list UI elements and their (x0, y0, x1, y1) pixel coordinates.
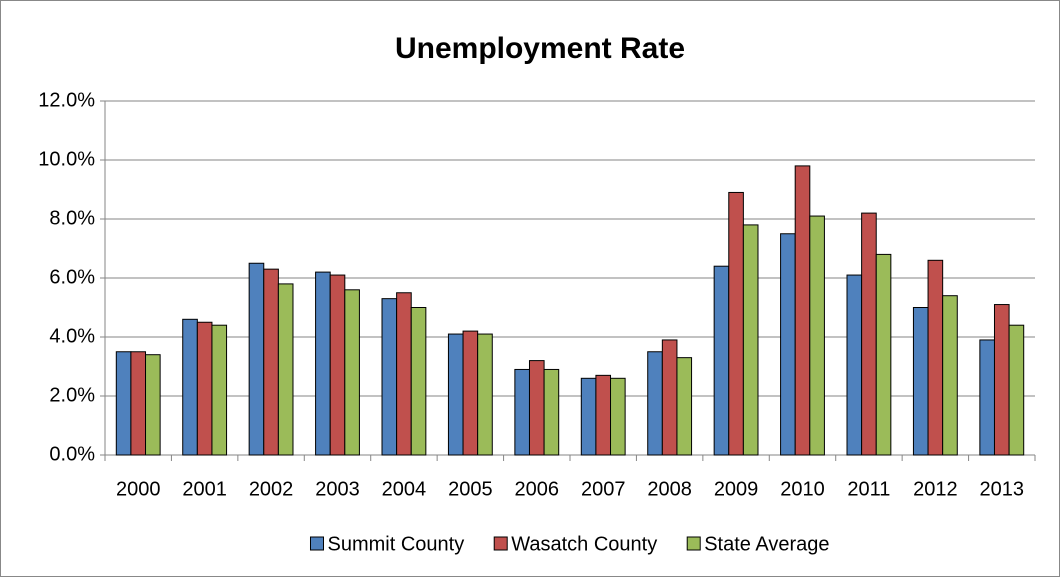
bar (115, 351, 132, 456)
bar (794, 165, 811, 456)
bar (196, 321, 213, 456)
bar (543, 368, 560, 456)
bar (993, 304, 1010, 456)
y-tick-label: 2.0% (49, 384, 95, 406)
bar (410, 307, 427, 456)
x-tick-label: 2012 (913, 478, 958, 500)
bar (528, 360, 545, 456)
y-tick-label: 8.0% (49, 207, 95, 229)
bar (728, 191, 744, 456)
x-tick-label: 2010 (780, 478, 825, 500)
legend-label: State Average (704, 533, 829, 555)
x-tick-label: 2006 (515, 478, 560, 500)
bar (145, 354, 161, 456)
x-tick-label: 2005 (448, 478, 493, 500)
bar (912, 307, 929, 456)
bar (477, 333, 493, 456)
bar (462, 330, 479, 456)
bar (809, 215, 825, 456)
bar (277, 283, 294, 456)
bar (211, 324, 228, 456)
bar (580, 377, 597, 456)
x-tick-label: 2008 (647, 478, 692, 500)
x-tick-label: 2003 (315, 478, 360, 500)
legend-swatch (309, 536, 324, 551)
bar (661, 339, 678, 456)
bar (861, 212, 877, 456)
x-tick-label: 2011 (847, 478, 890, 500)
bar (927, 259, 944, 456)
legend-label: Wasatch County (511, 533, 657, 555)
y-tick-label: 4.0% (49, 325, 95, 347)
x-tick-label: 2000 (116, 478, 161, 500)
x-tick-label: 2013 (980, 478, 1025, 500)
bar (447, 333, 464, 456)
chart-title: Unemployment Rate (395, 32, 685, 65)
bar (381, 298, 398, 456)
bar (647, 351, 663, 456)
bar (979, 339, 995, 456)
y-tick-label: 0.0% (49, 443, 95, 465)
bar (942, 295, 958, 456)
bar (315, 271, 331, 456)
x-tick-label: 2007 (581, 478, 626, 500)
bar (344, 289, 360, 456)
legend-swatch (493, 536, 508, 551)
bar (396, 292, 412, 456)
x-tick-label: 2001 (182, 478, 227, 500)
legend-label: Summit County (327, 533, 464, 555)
bar (329, 274, 346, 456)
x-tick-label: 2002 (249, 478, 294, 500)
y-tick-label: 12.0% (38, 89, 95, 111)
y-tick-label: 10.0% (38, 148, 95, 170)
bar (676, 357, 693, 456)
bar (263, 268, 279, 456)
bar (713, 265, 730, 456)
x-tick-label: 2009 (714, 478, 759, 500)
bar (875, 253, 892, 456)
bar (514, 368, 530, 456)
bar (780, 233, 796, 456)
legend-swatch (686, 536, 701, 551)
bar (610, 377, 626, 456)
bar (742, 224, 759, 456)
bar (130, 351, 147, 456)
x-tick-label: 2004 (382, 478, 427, 500)
bar (182, 318, 198, 456)
y-tick-label: 6.0% (49, 266, 95, 288)
bar (595, 374, 612, 456)
bar (1008, 324, 1025, 456)
bar (248, 262, 265, 456)
bar (846, 274, 863, 456)
